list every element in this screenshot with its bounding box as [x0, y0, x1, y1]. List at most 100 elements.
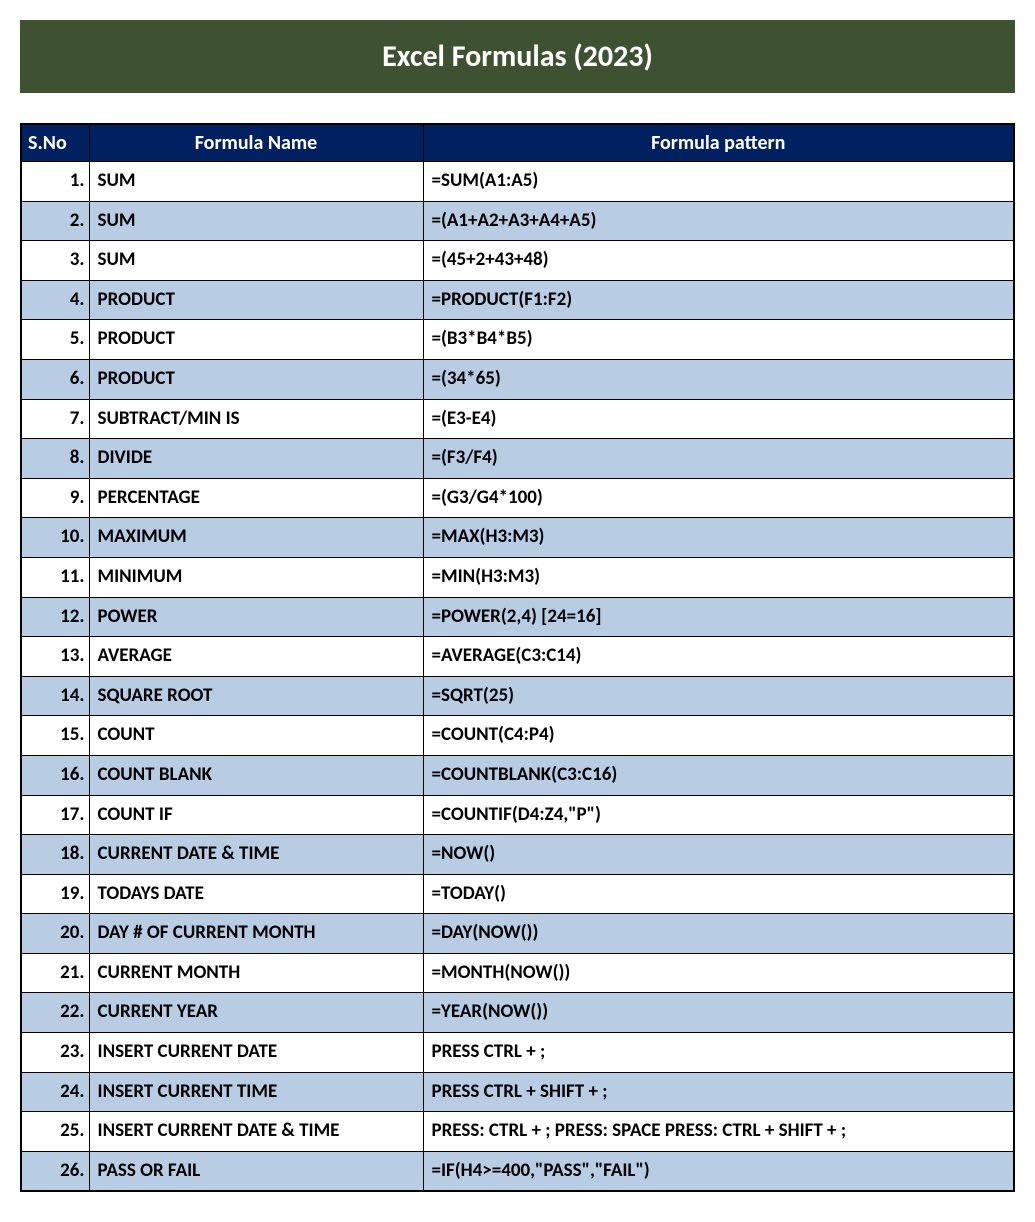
cell-formula-pattern: =(F3/F4) [423, 439, 1014, 479]
cell-formula-name: SUM [89, 162, 423, 202]
cell-formula-pattern: =SQRT(25) [423, 676, 1014, 716]
cell-formula-pattern: =(45+2+43+48) [423, 241, 1014, 281]
cell-formula-pattern: =TODAY() [423, 874, 1014, 914]
table-row: 22.CURRENT YEAR=YEAR(NOW()) [21, 993, 1014, 1033]
cell-formula-pattern: =(G3/G4*100) [423, 478, 1014, 518]
table-row: 17.COUNT IF=COUNTIF(D4:Z4,"P") [21, 795, 1014, 835]
cell-formula-pattern: =DAY(NOW()) [423, 914, 1014, 954]
cell-formula-pattern: =SUM(A1:A5) [423, 162, 1014, 202]
cell-formula-pattern: =MIN(H3:M3) [423, 557, 1014, 597]
col-header-sno: S.No [21, 124, 89, 162]
cell-formula-name: COUNT IF [89, 795, 423, 835]
cell-sno: 15. [21, 716, 89, 756]
table-row: 25.INSERT CURRENT DATE & TIMEPRESS: CTRL… [21, 1112, 1014, 1152]
cell-sno: 21. [21, 953, 89, 993]
table-row: 10.MAXIMUM=MAX(H3:M3) [21, 518, 1014, 558]
cell-sno: 17. [21, 795, 89, 835]
cell-sno: 8. [21, 439, 89, 479]
cell-formula-name: SUBTRACT/MIN IS [89, 399, 423, 439]
cell-formula-pattern: PRESS CTRL + SHIFT + ; [423, 1072, 1014, 1112]
cell-formula-name: POWER [89, 597, 423, 637]
table-row: 2.SUM=(A1+A2+A3+A4+A5) [21, 201, 1014, 241]
cell-sno: 22. [21, 993, 89, 1033]
formulas-table: S.No Formula Name Formula pattern 1.SUM=… [20, 123, 1015, 1192]
table-row: 13.AVERAGE=AVERAGE(C3:C14) [21, 637, 1014, 677]
table-header-row: S.No Formula Name Formula pattern [21, 124, 1014, 162]
cell-formula-pattern: =COUNTBLANK(C3:C16) [423, 755, 1014, 795]
cell-formula-pattern: =IF(H4>=400,"PASS","FAIL") [423, 1151, 1014, 1191]
col-header-pattern: Formula pattern [423, 124, 1014, 162]
cell-sno: 5. [21, 320, 89, 360]
cell-sno: 16. [21, 755, 89, 795]
table-row: 3.SUM=(45+2+43+48) [21, 241, 1014, 281]
cell-formula-name: COUNT [89, 716, 423, 756]
table-row: 23.INSERT CURRENT DATEPRESS CTRL + ; [21, 1033, 1014, 1073]
title-banner: Excel Formulas (2023) [20, 20, 1015, 93]
cell-formula-pattern: =AVERAGE(C3:C14) [423, 637, 1014, 677]
table-row: 11.MINIMUM=MIN(H3:M3) [21, 557, 1014, 597]
formulas-table-wrap: S.No Formula Name Formula pattern 1.SUM=… [20, 123, 1015, 1192]
cell-sno: 13. [21, 637, 89, 677]
cell-formula-name: CURRENT YEAR [89, 993, 423, 1033]
cell-formula-name: AVERAGE [89, 637, 423, 677]
table-row: 19.TODAYS DATE=TODAY() [21, 874, 1014, 914]
table-body: 1.SUM=SUM(A1:A5)2.SUM=(A1+A2+A3+A4+A5)3.… [21, 162, 1014, 1192]
cell-formula-pattern: PRESS CTRL + ; [423, 1033, 1014, 1073]
cell-formula-name: MINIMUM [89, 557, 423, 597]
table-row: 24.INSERT CURRENT TIMEPRESS CTRL + SHIFT… [21, 1072, 1014, 1112]
cell-formula-pattern: =COUNTIF(D4:Z4,"P") [423, 795, 1014, 835]
cell-formula-name: COUNT BLANK [89, 755, 423, 795]
cell-sno: 6. [21, 359, 89, 399]
cell-formula-name: PRODUCT [89, 359, 423, 399]
cell-formula-pattern: =NOW() [423, 835, 1014, 875]
table-row: 9.PERCENTAGE=(G3/G4*100) [21, 478, 1014, 518]
cell-formula-pattern: =MAX(H3:M3) [423, 518, 1014, 558]
cell-formula-pattern: =PRODUCT(F1:F2) [423, 280, 1014, 320]
cell-sno: 7. [21, 399, 89, 439]
cell-formula-name: DIVIDE [89, 439, 423, 479]
cell-formula-name: INSERT CURRENT DATE & TIME [89, 1112, 423, 1152]
cell-formula-name: PERCENTAGE [89, 478, 423, 518]
page-title: Excel Formulas (2023) [382, 38, 653, 75]
col-header-name: Formula Name [89, 124, 423, 162]
cell-formula-name: SUM [89, 241, 423, 281]
table-row: 5.PRODUCT=(B3*B4*B5) [21, 320, 1014, 360]
cell-formula-pattern: =POWER(2,4) [24=16] [423, 597, 1014, 637]
cell-sno: 26. [21, 1151, 89, 1191]
cell-formula-name: PRODUCT [89, 280, 423, 320]
cell-formula-name: MAXIMUM [89, 518, 423, 558]
cell-formula-pattern: =MONTH(NOW()) [423, 953, 1014, 993]
table-row: 16.COUNT BLANK=COUNTBLANK(C3:C16) [21, 755, 1014, 795]
table-row: 4.PRODUCT=PRODUCT(F1:F2) [21, 280, 1014, 320]
cell-sno: 4. [21, 280, 89, 320]
table-row: 20.DAY # OF CURRENT MONTH=DAY(NOW()) [21, 914, 1014, 954]
cell-sno: 23. [21, 1033, 89, 1073]
table-row: 21.CURRENT MONTH=MONTH(NOW()) [21, 953, 1014, 993]
table-row: 1.SUM=SUM(A1:A5) [21, 162, 1014, 202]
cell-sno: 12. [21, 597, 89, 637]
cell-formula-pattern: =(E3-E4) [423, 399, 1014, 439]
cell-formula-pattern: PRESS: CTRL + ; PRESS: SPACE PRESS: CTRL… [423, 1112, 1014, 1152]
cell-formula-pattern: =YEAR(NOW()) [423, 993, 1014, 1033]
cell-sno: 2. [21, 201, 89, 241]
table-row: 12.POWER=POWER(2,4) [24=16] [21, 597, 1014, 637]
cell-formula-pattern: =COUNT(C4:P4) [423, 716, 1014, 756]
table-row: 15.COUNT=COUNT(C4:P4) [21, 716, 1014, 756]
cell-formula-name: CURRENT MONTH [89, 953, 423, 993]
cell-formula-name: SQUARE ROOT [89, 676, 423, 716]
cell-sno: 20. [21, 914, 89, 954]
table-row: 26.PASS OR FAIL=IF(H4>=400,"PASS","FAIL"… [21, 1151, 1014, 1191]
cell-formula-name: CURRENT DATE & TIME [89, 835, 423, 875]
cell-formula-pattern: =(A1+A2+A3+A4+A5) [423, 201, 1014, 241]
table-row: 6.PRODUCT=(34*65) [21, 359, 1014, 399]
table-row: 7.SUBTRACT/MIN IS=(E3-E4) [21, 399, 1014, 439]
cell-sno: 19. [21, 874, 89, 914]
cell-sno: 14. [21, 676, 89, 716]
table-row: 8.DIVIDE=(F3/F4) [21, 439, 1014, 479]
cell-sno: 10. [21, 518, 89, 558]
cell-formula-name: INSERT CURRENT DATE [89, 1033, 423, 1073]
cell-sno: 25. [21, 1112, 89, 1152]
cell-formula-name: TODAYS DATE [89, 874, 423, 914]
cell-formula-name: DAY # OF CURRENT MONTH [89, 914, 423, 954]
cell-sno: 11. [21, 557, 89, 597]
